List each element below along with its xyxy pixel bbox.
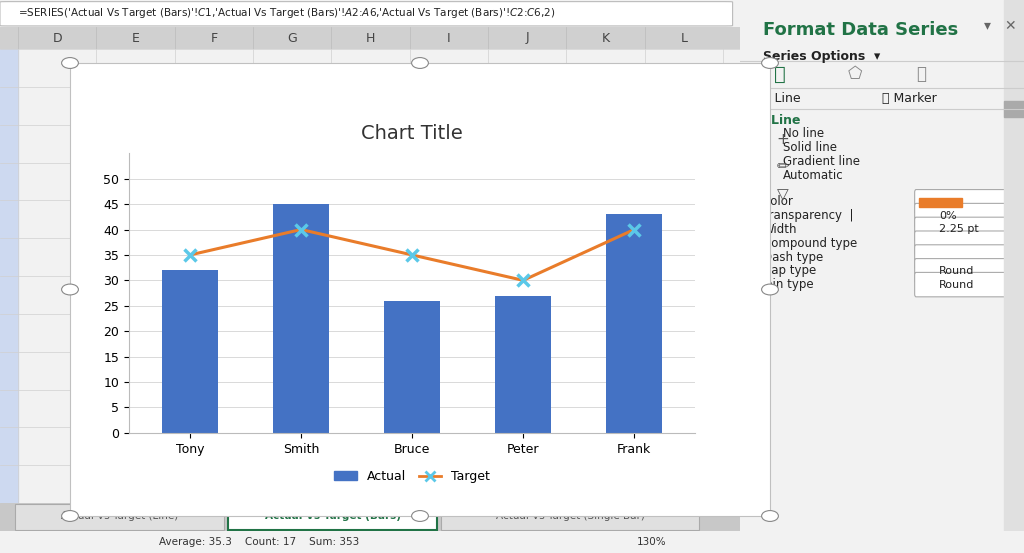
Text: J: J <box>525 32 529 44</box>
Text: Solid line: Solid line <box>782 141 837 154</box>
Text: Cap type: Cap type <box>763 264 816 277</box>
FancyBboxPatch shape <box>0 2 732 26</box>
Text: Round: Round <box>939 266 974 276</box>
Circle shape <box>755 124 765 143</box>
FancyBboxPatch shape <box>914 217 1009 242</box>
Circle shape <box>61 284 79 295</box>
Text: Series Options  ▾: Series Options ▾ <box>763 50 880 64</box>
Text: 〜 Marker: 〜 Marker <box>882 92 937 105</box>
Bar <box>273 204 329 433</box>
FancyBboxPatch shape <box>914 190 1009 214</box>
Text: =SERIES('Actual Vs Target (Bars)'!$C$1,'Actual Vs Target (Bars)'!$A$2:$A$6,'Actu: =SERIES('Actual Vs Target (Bars)'!$C$1,'… <box>18 6 556 20</box>
Legend: Actual, Target: Actual, Target <box>330 465 495 488</box>
Text: No line: No line <box>782 127 823 140</box>
Bar <box>162 270 218 433</box>
Text: Round: Round <box>939 280 974 290</box>
Text: +: + <box>776 132 790 147</box>
Text: Average: 35.3    Count: 17    Sum: 353: Average: 35.3 Count: 17 Sum: 353 <box>159 537 359 547</box>
Circle shape <box>755 138 765 157</box>
FancyBboxPatch shape <box>914 273 1009 297</box>
Text: ▲ Line: ▲ Line <box>757 113 801 126</box>
Text: Actual Vs Target (Single Bar): Actual Vs Target (Single Bar) <box>496 512 644 521</box>
Circle shape <box>412 58 428 69</box>
Text: Join type: Join type <box>763 278 814 291</box>
Text: Automatic: Automatic <box>782 169 843 182</box>
Circle shape <box>758 170 763 180</box>
Text: L: L <box>680 32 687 44</box>
Text: 📊: 📊 <box>916 65 926 84</box>
Text: F: F <box>210 32 217 44</box>
Text: ✏: ✏ <box>776 159 790 175</box>
Bar <box>1005 0 1024 531</box>
Text: ▽: ▽ <box>777 187 788 202</box>
Text: Actual Vs Target (Bars): Actual Vs Target (Bars) <box>264 512 400 521</box>
Circle shape <box>412 510 428 521</box>
Text: H: H <box>366 32 375 44</box>
Bar <box>441 504 699 530</box>
Circle shape <box>762 284 778 295</box>
Bar <box>384 301 440 433</box>
Text: D: D <box>52 32 62 44</box>
Circle shape <box>61 510 79 521</box>
Bar <box>496 296 551 433</box>
Text: Format Data Series: Format Data Series <box>763 21 958 39</box>
Text: E: E <box>131 32 139 44</box>
FancyBboxPatch shape <box>914 231 1009 255</box>
Text: 2.25 pt: 2.25 pt <box>939 225 979 234</box>
Text: Color: Color <box>763 195 794 208</box>
Text: Actual Vs Target (Line): Actual Vs Target (Line) <box>60 512 178 521</box>
FancyBboxPatch shape <box>914 204 1009 228</box>
Bar <box>919 197 962 207</box>
Text: Transparency  |: Transparency | <box>763 209 853 222</box>
Text: 0%: 0% <box>939 211 956 221</box>
Text: Width: Width <box>763 223 798 236</box>
Bar <box>14 504 224 530</box>
Title: Chart Title: Chart Title <box>361 124 463 143</box>
Text: ⬠: ⬠ <box>848 65 862 84</box>
Circle shape <box>762 58 778 69</box>
Text: Gradient line: Gradient line <box>782 155 859 168</box>
Bar <box>606 214 662 433</box>
Bar <box>1005 101 1024 117</box>
Circle shape <box>755 152 765 171</box>
Text: K: K <box>601 32 609 44</box>
Text: ✕: ✕ <box>1004 19 1016 33</box>
Bar <box>0 49 18 503</box>
Circle shape <box>61 58 79 69</box>
FancyBboxPatch shape <box>914 259 1009 283</box>
Circle shape <box>755 166 765 185</box>
FancyBboxPatch shape <box>914 245 1009 269</box>
Text: G: G <box>288 32 297 44</box>
Text: Compound type: Compound type <box>763 237 857 250</box>
Text: ▾: ▾ <box>984 19 990 33</box>
Bar <box>228 504 437 530</box>
Text: 〜 Line: 〜 Line <box>763 92 801 105</box>
Circle shape <box>762 510 778 521</box>
Text: Dash type: Dash type <box>763 251 823 263</box>
Text: 🖌: 🖌 <box>774 65 785 84</box>
Text: 130%: 130% <box>636 537 666 547</box>
Text: I: I <box>447 32 451 44</box>
